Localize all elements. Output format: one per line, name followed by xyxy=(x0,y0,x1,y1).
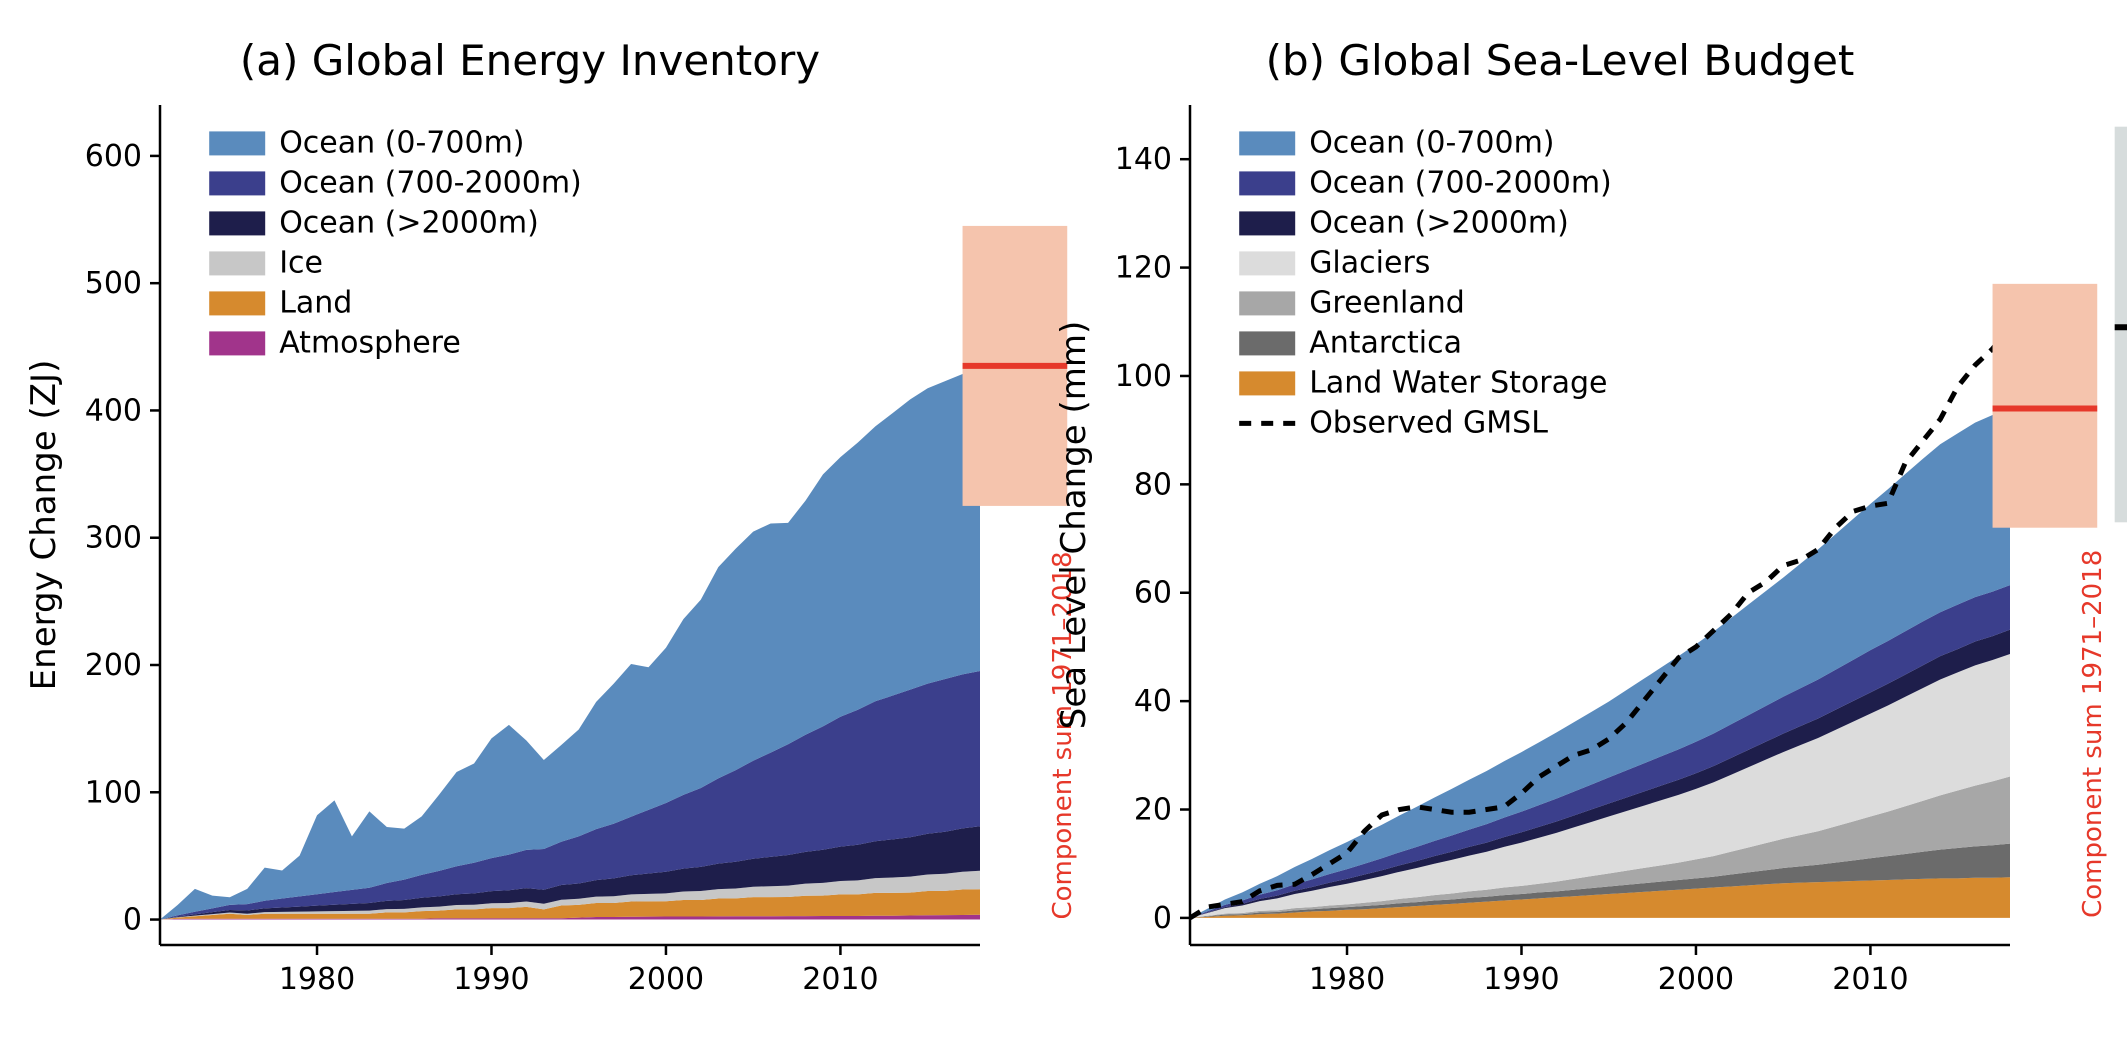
x-tick-label: 1990 xyxy=(1483,962,1559,997)
y-tick-label: 140 xyxy=(1115,142,1172,177)
legend-swatch xyxy=(1239,331,1295,355)
uncertainty-label: Component sum 1971–2018 xyxy=(2078,550,2108,918)
panel: 1980 1990 2000 2010 0 20 40 60 80 100 120 140 (b) Gl… xyxy=(1054,36,2127,997)
legend-swatch xyxy=(209,251,265,275)
legend-swatch xyxy=(209,331,265,355)
legend-swatch xyxy=(1239,171,1295,195)
figure-root: 19801990200020100100200300400500600(a) G… xyxy=(0,0,2127,1063)
x-tick-label: 2010 xyxy=(802,962,878,997)
legend-label: Ocean (>2000m) xyxy=(279,205,539,240)
legend-swatch xyxy=(1239,371,1295,395)
legend-swatch xyxy=(209,131,265,155)
x-tick-label: 1990 xyxy=(453,962,529,997)
legend-label: Land xyxy=(279,285,352,320)
legend-swatch xyxy=(209,171,265,195)
legend: Ocean (0-700m) Ocean (700-2000m) Ocean (>2… xyxy=(1239,125,1612,440)
y-axis-label: Sea Level Change (mm) xyxy=(1054,321,1094,729)
legend-label: Ocean (>2000m) xyxy=(1309,205,1569,240)
y-tick-label: 60 xyxy=(1134,576,1172,611)
x-tick-label: 1980 xyxy=(1309,962,1385,997)
panel: 1980 1990 2000 2010 0 100 200 300 400 500 600 (a) G… xyxy=(24,36,1078,997)
x-tick-label: 2000 xyxy=(1658,962,1734,997)
y-tick-label: 100 xyxy=(1115,359,1172,394)
y-tick-label: 80 xyxy=(1134,467,1172,502)
y-tick-label: 120 xyxy=(1115,251,1172,286)
legend-swatch xyxy=(209,291,265,315)
y-tick-label: 0 xyxy=(123,903,142,938)
legend-label: Ocean (700-2000m) xyxy=(279,165,582,200)
legend-label: Atmosphere xyxy=(279,325,461,360)
x-tick-label: 1980 xyxy=(279,962,355,997)
stacked-areas xyxy=(160,368,980,919)
legend-label: Land Water Storage xyxy=(1309,365,1607,400)
figure-svg: 19801990200020100100200300400500600(a) G… xyxy=(0,0,2127,1063)
legend-label: Greenland xyxy=(1309,285,1465,320)
legend-swatch xyxy=(1239,291,1295,315)
x-tick-label: 2010 xyxy=(1832,962,1908,997)
y-axis-label: Energy Change (ZJ) xyxy=(24,360,64,691)
y-tick-label: 0 xyxy=(1153,901,1172,936)
legend-swatch xyxy=(1239,131,1295,155)
legend-swatch xyxy=(209,211,265,235)
y-tick-label: 200 xyxy=(85,648,142,683)
y-tick-label: 300 xyxy=(85,521,142,556)
y-tick-label: 20 xyxy=(1134,793,1172,828)
panel-title: (b) Global Sea-Level Budget xyxy=(1266,36,1855,85)
legend-swatch xyxy=(1239,211,1295,235)
x-tick-label: 2000 xyxy=(628,962,704,997)
y-tick-label: 40 xyxy=(1134,684,1172,719)
legend-label: Antarctica xyxy=(1309,325,1462,360)
legend-label: Ice xyxy=(279,245,323,280)
y-tick-label: 600 xyxy=(85,139,142,174)
legend-label: Glaciers xyxy=(1309,245,1430,280)
legend-swatch xyxy=(1239,251,1295,275)
y-tick-label: 400 xyxy=(85,393,142,428)
stacked-areas xyxy=(1190,406,2010,918)
legend-label: Ocean (0-700m) xyxy=(279,125,524,160)
panel-title: (a) Global Energy Inventory xyxy=(240,36,820,85)
legend-label: Ocean (700-2000m) xyxy=(1309,165,1612,200)
y-tick-label: 500 xyxy=(85,266,142,301)
legend: Ocean (0-700m) Ocean (700-2000m) Ocean (>2… xyxy=(209,125,582,360)
legend-label: Observed GMSL xyxy=(1309,405,1548,440)
y-tick-label: 100 xyxy=(85,775,142,810)
legend-label: Ocean (0-700m) xyxy=(1309,125,1554,160)
